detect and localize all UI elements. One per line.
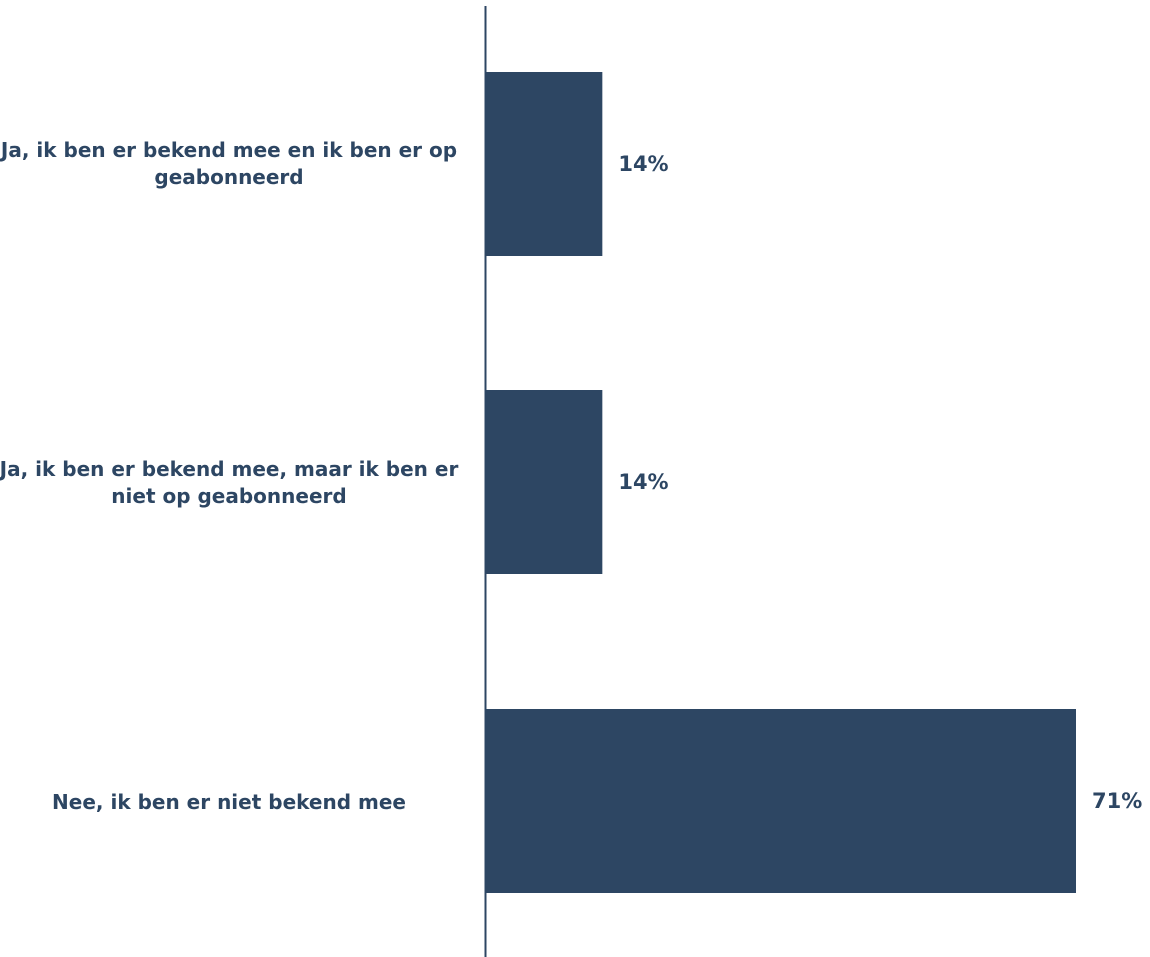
category-label: Nee, ik ben er niet bekend mee: [52, 790, 406, 814]
bar: [486, 390, 603, 574]
category-label: Ja, ik ben er bekend mee en ik ben er op…: [0, 138, 458, 189]
category-label: Ja, ik ben er bekend mee, maar ik ben er…: [0, 457, 459, 508]
bar: [486, 72, 603, 256]
data-label: 14%: [618, 470, 668, 494]
bar: [486, 709, 1076, 893]
data-label: 14%: [618, 152, 668, 176]
data-label: 71%: [1092, 789, 1142, 813]
